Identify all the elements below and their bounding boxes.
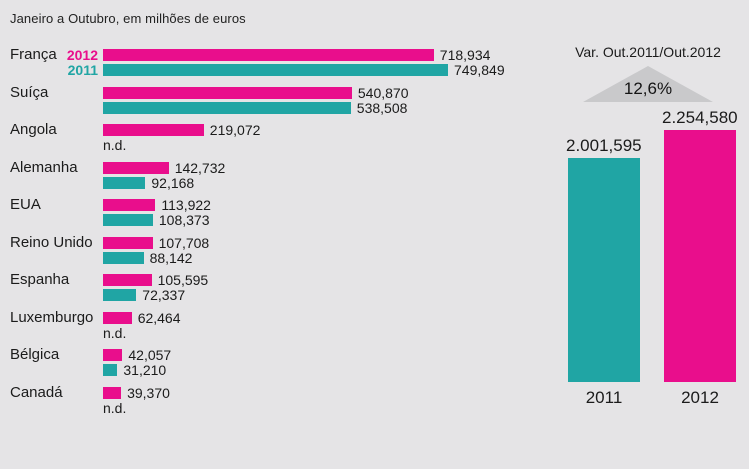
value-label-2012: 142,732 <box>174 159 226 176</box>
value-label-2012: 42,057 <box>128 347 172 363</box>
legend-2012-label: 2012 <box>66 47 98 63</box>
legend-2011-label: 2011 <box>67 62 98 78</box>
axis-label-2011: 2011 <box>585 388 623 407</box>
country-label: França <box>10 46 57 63</box>
country-label: EUA <box>10 196 41 213</box>
bar-2011 <box>103 64 448 76</box>
bar-2012 <box>103 49 434 61</box>
no-data-label: n.d. <box>103 137 127 153</box>
bar-2012 <box>103 386 122 399</box>
country-label: Canadá <box>10 383 63 401</box>
bar-2012 <box>103 274 152 286</box>
no-data-label: n.d. <box>103 399 127 416</box>
bar-2011 <box>103 176 146 189</box>
value-label-2011: 31,210 <box>123 362 167 378</box>
country-label: Reino Unido <box>10 233 93 251</box>
country-label: Angola <box>10 121 57 138</box>
total-value-2011: 2.001,595 <box>566 136 642 156</box>
value-label-2012: 105,595 <box>157 272 209 288</box>
bar-2012 <box>103 124 204 136</box>
bar-2012 <box>103 349 123 361</box>
total-value-2012: 2.254,580 <box>662 108 738 127</box>
value-label-2012: 113,922 <box>161 197 211 213</box>
value-label-2011: 538,508 <box>356 99 408 116</box>
variation-title: Var. Out.2011/Out.2012 <box>575 44 721 60</box>
variation-percentage: 12,6% <box>623 79 673 98</box>
total-bar-2011 <box>568 158 640 382</box>
value-label-2012: 219,072 <box>209 122 261 138</box>
value-label-2011: 92,168 <box>151 174 195 191</box>
bar-2012 <box>103 161 169 174</box>
country-label: Alemanha <box>10 158 78 176</box>
bar-2011 <box>103 364 118 376</box>
bar-2012 <box>103 86 352 99</box>
bar-2011 <box>103 289 137 301</box>
country-label: Luxemburgo <box>10 308 94 326</box>
value-label-2011: 88,142 <box>149 249 193 266</box>
value-label-2012: 107,708 <box>158 234 210 251</box>
value-label-2012: 718,934 <box>439 47 491 63</box>
value-label-2012: 62,464 <box>137 309 181 326</box>
bar-2012 <box>103 199 156 211</box>
value-label-2011: 108,373 <box>158 212 210 228</box>
bar-2011 <box>103 214 153 226</box>
country-label: Espanha <box>10 271 70 288</box>
total-bar-2012 <box>664 130 736 382</box>
value-label-2011: 749,849 <box>454 62 505 78</box>
value-label-2012: 39,370 <box>127 384 170 401</box>
value-label-2011: 72,337 <box>142 287 186 303</box>
bar-2011 <box>103 251 144 264</box>
chart-subtitle: Janeiro a Outubro, em milhões de euros <box>10 11 246 26</box>
country-label: Bélgica <box>10 346 60 363</box>
no-data-label: n.d. <box>103 324 127 341</box>
variation-triangle-icon <box>583 66 713 102</box>
bar-2012 <box>103 236 153 249</box>
bar-2011 <box>103 101 351 114</box>
axis-label-2012: 2012 <box>681 388 719 407</box>
bar-2012 <box>103 311 132 324</box>
country-label: Suíça <box>10 83 49 101</box>
value-label-2012: 540,870 <box>357 84 409 101</box>
